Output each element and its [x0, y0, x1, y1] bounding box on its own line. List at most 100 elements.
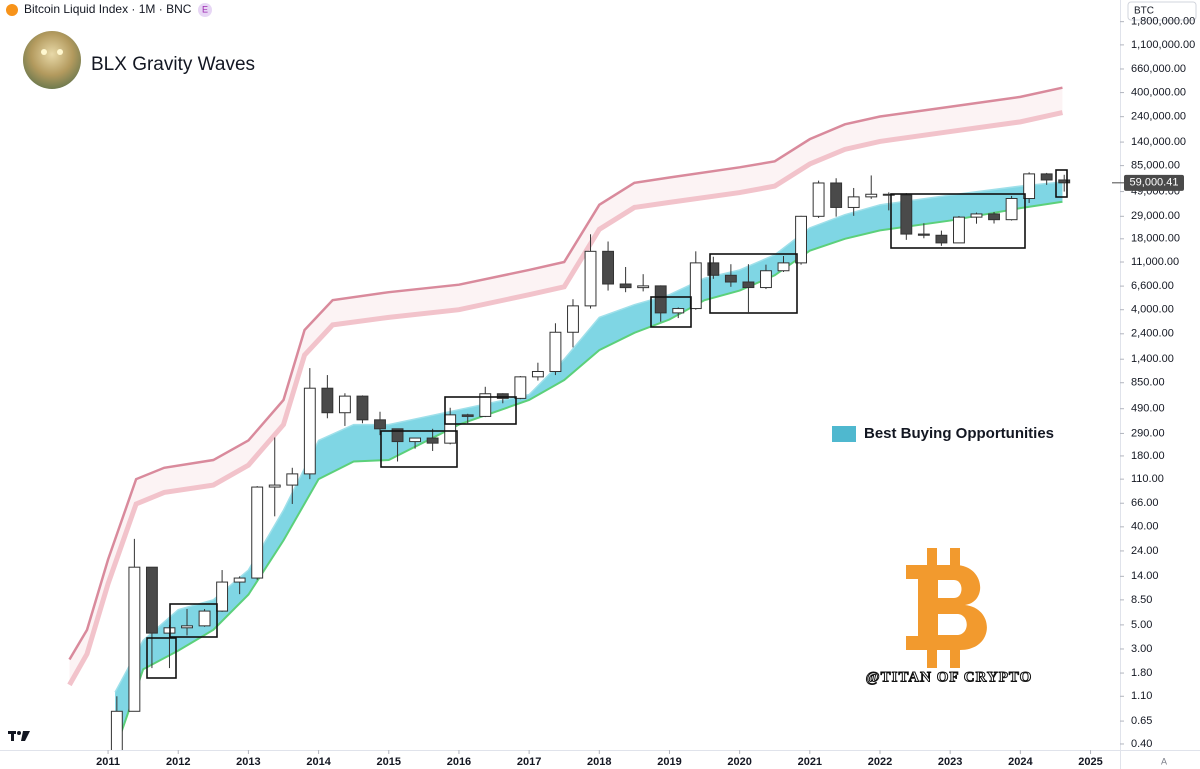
candle-body: [602, 250, 615, 285]
highlight-box: [709, 253, 798, 314]
y-tick-label: 0.40: [1131, 738, 1152, 750]
y-tick-label: 660,000.00: [1131, 63, 1186, 75]
symbol-icon: [6, 4, 18, 16]
candle-body: [409, 437, 422, 443]
candle-body: [461, 414, 474, 417]
candle-body: [707, 262, 720, 276]
highlight-box: [1055, 169, 1068, 198]
candle-body: [145, 566, 158, 634]
candle-body: [514, 376, 527, 399]
candle-body: [216, 581, 229, 612]
x-tick-label: 2014: [306, 756, 331, 768]
y-tick-label: 40.00: [1131, 521, 1159, 533]
currency-select[interactable]: [1127, 1, 1197, 21]
candle-body: [549, 331, 562, 372]
y-tick-label: 24.00: [1131, 545, 1159, 557]
band-line: [114, 181, 1063, 693]
candle-body: [654, 285, 667, 314]
candle-body: [251, 486, 264, 579]
x-tick-label: 2025: [1078, 756, 1102, 768]
candle-body: [1040, 173, 1053, 181]
x-tick-label: 2023: [938, 756, 962, 768]
y-tick-label: 11,000.00: [1131, 256, 1179, 268]
band-line: [68, 86, 1063, 661]
chart-title: Bitcoin Liquid Index · 1M · BNC: [24, 2, 192, 16]
candle-body: [233, 577, 246, 583]
y-tick-label: 4,000.00: [1131, 304, 1174, 316]
candle-body: [479, 393, 492, 417]
y-tick-label: 490.00: [1131, 403, 1165, 415]
last-price-label: 59,000.41: [1130, 177, 1179, 189]
highlight-boxes: [146, 169, 1068, 679]
y-tick-label: 5.00: [1131, 619, 1152, 631]
watermark: @TITAN OF CRYPTO: [866, 669, 1033, 685]
x-tick-label: 2022: [868, 756, 892, 768]
y-tick-label: 110.00: [1131, 473, 1164, 485]
x-tick-label: 2019: [657, 756, 681, 768]
tv-logo: [8, 731, 30, 741]
candle-body: [689, 262, 702, 310]
y-tick-label: 400,000.00: [1131, 86, 1186, 98]
candle-body: [444, 414, 457, 444]
highlight-box: [444, 396, 517, 425]
highlight-box: [650, 296, 692, 328]
candle-body: [619, 283, 632, 289]
candle-body: [812, 182, 825, 217]
y-tick-label: 2,400.00: [1131, 328, 1174, 340]
candle-body: [338, 395, 351, 414]
y-tick-label: 8.50: [1131, 594, 1152, 606]
x-tick-label: 2015: [377, 756, 401, 768]
candle-body: [531, 370, 544, 378]
y-tick-label: 240,000.00: [1131, 111, 1186, 123]
x-tick-label: 2018: [587, 756, 611, 768]
candle-body: [795, 215, 807, 264]
legend-label: Best Buying Opportunities: [864, 425, 1054, 442]
y-tick-label: 18,000.00: [1131, 233, 1180, 245]
y-tick-label: 180.00: [1131, 450, 1165, 462]
avatar-eye: [57, 49, 63, 55]
candle-body: [742, 281, 755, 289]
currency: BTC: [1134, 6, 1154, 17]
y-tick-label: 1,800,000.00: [1131, 16, 1195, 28]
candle-body: [900, 194, 913, 235]
candle-body: [198, 610, 211, 627]
candle-body: [637, 285, 650, 289]
candle-body: [917, 233, 930, 236]
candle-body: [847, 196, 860, 208]
legend-swatch: [832, 426, 856, 442]
candle-body: [496, 393, 509, 399]
y-tick-label: 140,000.00: [1131, 136, 1186, 148]
x-tick-label: 2013: [236, 756, 260, 768]
badge: E: [202, 4, 208, 14]
candle-body: [777, 262, 790, 272]
candle-body: [584, 250, 597, 307]
candle-body: [1023, 173, 1036, 200]
auto-scale-button[interactable]: A: [1161, 756, 1167, 766]
x-tick-label: 2011: [96, 756, 120, 768]
y-tick-label: 85,000.00: [1131, 160, 1180, 172]
y-tick-label: 3.00: [1131, 643, 1152, 655]
candle-body: [391, 428, 404, 443]
candle-body: [953, 216, 965, 244]
candle-body: [286, 473, 299, 486]
x-tick-label: 2020: [727, 756, 751, 768]
candle-body: [303, 387, 316, 475]
highlight-box: [380, 430, 458, 468]
candle-body: [865, 193, 878, 198]
x-tick-label: 2012: [166, 756, 190, 768]
x-tick-label: 2016: [447, 756, 471, 768]
band-line: [67, 110, 1064, 687]
x-tick-label: 2021: [798, 756, 822, 768]
y-tick-label: 1.80: [1131, 667, 1152, 679]
candle-body: [760, 270, 772, 289]
candle-body: [374, 419, 386, 430]
candle-body: [110, 710, 123, 750]
highlight-box: [169, 603, 218, 638]
candle-body: [356, 395, 369, 421]
candle-body: [935, 234, 948, 244]
candle-body: [321, 387, 334, 414]
indicator-name: BLX Gravity Waves: [91, 54, 255, 75]
candle-body: [268, 484, 281, 488]
